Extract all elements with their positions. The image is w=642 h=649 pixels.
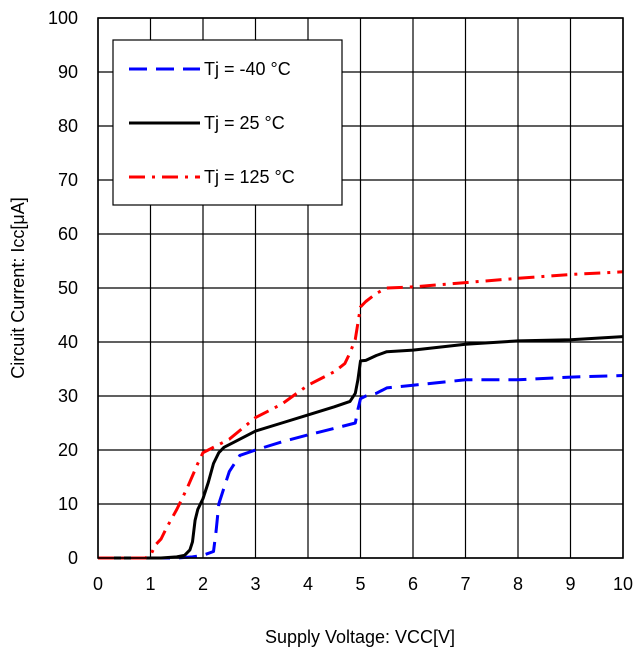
legend-label: Tj = -40 °C bbox=[204, 59, 291, 79]
y-axis-title: Circuit Current: Icc[μA] bbox=[8, 197, 28, 378]
y-tick-label: 0 bbox=[68, 548, 78, 568]
y-tick-labels: 0 10 20 30 40 50 60 70 80 90 100 bbox=[48, 8, 78, 568]
series-line bbox=[98, 335, 624, 560]
x-tick-label: 3 bbox=[250, 574, 260, 594]
legend: Tj = -40 °C Tj = 25 °C Tj = 125 °C bbox=[112, 39, 343, 206]
x-tick-labels: 0 1 2 3 4 5 6 7 8 9 10 bbox=[93, 574, 633, 594]
x-tick-label: 6 bbox=[408, 574, 418, 594]
y-tick-label: 90 bbox=[58, 62, 78, 82]
x-tick-label: 9 bbox=[565, 574, 575, 594]
x-tick-label: 10 bbox=[613, 574, 633, 594]
series-line bbox=[98, 270, 624, 560]
x-tick-label: 4 bbox=[303, 574, 313, 594]
y-tick-label: 40 bbox=[58, 332, 78, 352]
x-tick-label: 2 bbox=[198, 574, 208, 594]
legend-label: Tj = 25 °C bbox=[204, 113, 285, 133]
y-tick-label: 60 bbox=[58, 224, 78, 244]
plot-frame bbox=[97, 17, 624, 559]
x-axis-title: Supply Voltage: VCC[V] bbox=[265, 627, 455, 647]
y-tick-label: 70 bbox=[58, 170, 78, 190]
y-tick-label: 20 bbox=[58, 440, 78, 460]
y-tick-label: 100 bbox=[48, 8, 78, 28]
x-tick-label: 0 bbox=[93, 574, 103, 594]
y-tick-label: 10 bbox=[58, 494, 78, 514]
x-tick-label: 8 bbox=[513, 574, 523, 594]
y-tick-label: 50 bbox=[58, 278, 78, 298]
x-tick-label: 1 bbox=[145, 574, 155, 594]
series-layer bbox=[98, 270, 624, 560]
x-tick-label: 7 bbox=[460, 574, 470, 594]
series-line bbox=[98, 374, 624, 560]
legend-label: Tj = 125 °C bbox=[204, 167, 295, 187]
y-tick-label: 80 bbox=[58, 116, 78, 136]
y-tick-label: 30 bbox=[58, 386, 78, 406]
x-tick-label: 5 bbox=[355, 574, 365, 594]
